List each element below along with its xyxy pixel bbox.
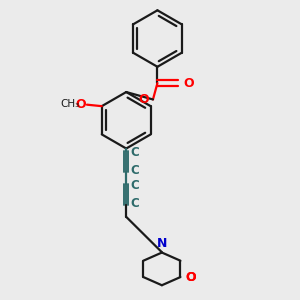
Text: O: O xyxy=(185,271,196,284)
FancyBboxPatch shape xyxy=(184,272,196,282)
Text: N: N xyxy=(157,237,167,250)
Text: C: C xyxy=(130,146,139,160)
Text: O: O xyxy=(75,98,86,111)
Text: C: C xyxy=(130,164,139,177)
Text: CH₃: CH₃ xyxy=(61,99,80,109)
Text: O: O xyxy=(184,76,194,90)
Text: C: C xyxy=(130,197,139,210)
Text: C: C xyxy=(130,179,139,192)
Text: O: O xyxy=(185,271,196,284)
Text: O: O xyxy=(139,93,149,106)
